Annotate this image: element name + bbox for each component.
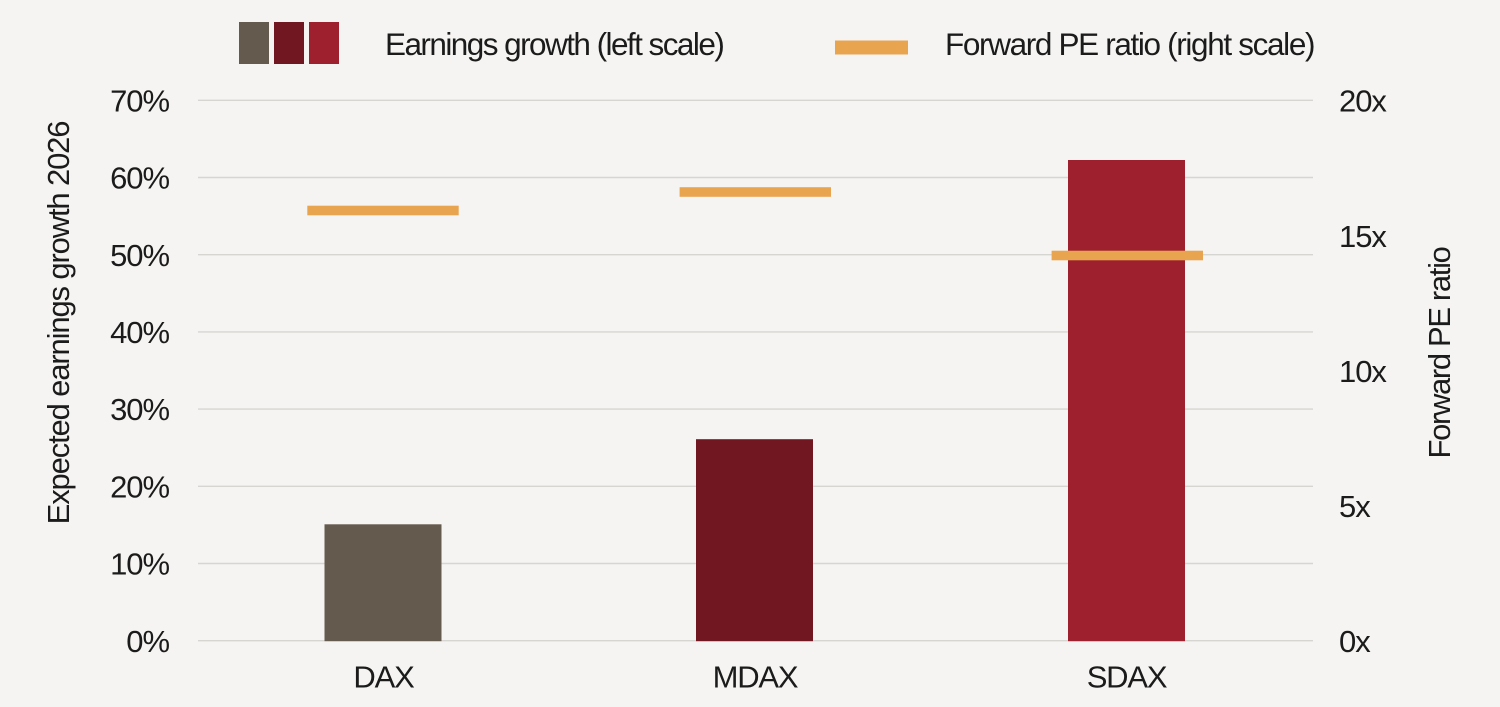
svg-text:50%: 50% xyxy=(110,238,169,273)
svg-text:Earnings growth (left scale): Earnings growth (left scale) xyxy=(385,26,723,62)
svg-text:Forward PE ratio: Forward PE ratio xyxy=(1422,247,1457,458)
svg-text:SDAX: SDAX xyxy=(1087,660,1168,695)
svg-text:60%: 60% xyxy=(110,161,169,196)
svg-text:20%: 20% xyxy=(110,469,169,504)
svg-text:Expected earnings growth 2026: Expected earnings growth 2026 xyxy=(41,122,76,525)
svg-text:5x: 5x xyxy=(1339,489,1371,524)
svg-text:0%: 0% xyxy=(126,624,169,659)
svg-text:MDAX: MDAX xyxy=(713,660,799,695)
svg-text:0x: 0x xyxy=(1339,624,1371,659)
svg-text:10%: 10% xyxy=(110,547,169,582)
svg-text:15x: 15x xyxy=(1339,219,1387,254)
svg-text:Forward PE ratio (right scale): Forward PE ratio (right scale) xyxy=(945,26,1314,62)
svg-text:70%: 70% xyxy=(110,83,169,118)
svg-text:10x: 10x xyxy=(1339,354,1387,389)
svg-text:20x: 20x xyxy=(1339,83,1387,118)
svg-text:30%: 30% xyxy=(110,392,169,427)
svg-text:DAX: DAX xyxy=(353,660,415,695)
svg-text:40%: 40% xyxy=(110,315,169,350)
